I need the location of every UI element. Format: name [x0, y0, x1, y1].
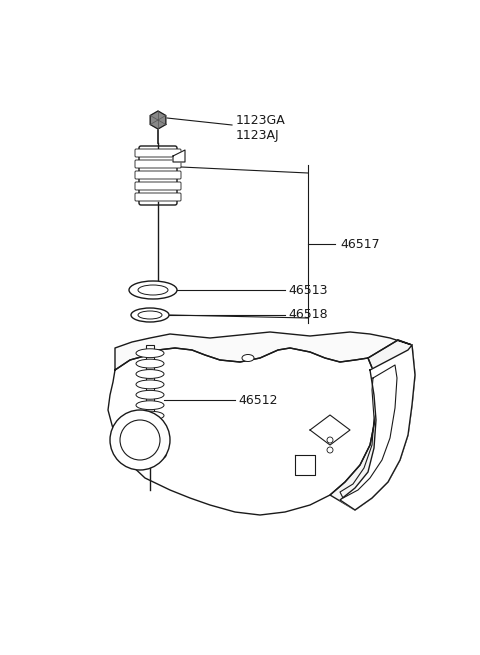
- Ellipse shape: [138, 285, 168, 295]
- Circle shape: [327, 447, 333, 453]
- Polygon shape: [150, 111, 166, 129]
- Ellipse shape: [136, 390, 164, 399]
- Polygon shape: [340, 345, 415, 510]
- Ellipse shape: [136, 442, 164, 451]
- Text: 46512: 46512: [238, 394, 277, 407]
- FancyBboxPatch shape: [135, 149, 181, 157]
- Ellipse shape: [138, 311, 162, 319]
- Text: 46513: 46513: [288, 284, 327, 297]
- Text: 1123AJ: 1123AJ: [236, 130, 280, 143]
- Polygon shape: [295, 455, 315, 475]
- FancyBboxPatch shape: [135, 160, 181, 168]
- Ellipse shape: [129, 281, 177, 299]
- Polygon shape: [330, 340, 415, 510]
- Ellipse shape: [136, 369, 164, 379]
- Ellipse shape: [242, 354, 254, 362]
- Text: 46517: 46517: [340, 238, 380, 250]
- Ellipse shape: [134, 449, 166, 461]
- Ellipse shape: [136, 401, 164, 409]
- Circle shape: [110, 410, 170, 470]
- Polygon shape: [173, 150, 185, 162]
- FancyBboxPatch shape: [135, 182, 181, 190]
- Ellipse shape: [136, 411, 164, 420]
- Ellipse shape: [131, 308, 169, 322]
- Ellipse shape: [136, 432, 164, 441]
- Text: 1123GA: 1123GA: [236, 113, 286, 126]
- Circle shape: [327, 437, 333, 443]
- Bar: [146, 345, 154, 455]
- Circle shape: [120, 420, 160, 460]
- Polygon shape: [310, 415, 350, 445]
- FancyBboxPatch shape: [135, 171, 181, 179]
- FancyBboxPatch shape: [139, 146, 177, 205]
- Ellipse shape: [136, 359, 164, 368]
- Ellipse shape: [136, 380, 164, 389]
- FancyBboxPatch shape: [135, 193, 181, 201]
- Text: 46518: 46518: [288, 309, 328, 322]
- Ellipse shape: [136, 348, 164, 358]
- Ellipse shape: [136, 422, 164, 430]
- Polygon shape: [108, 348, 378, 515]
- Polygon shape: [115, 332, 412, 370]
